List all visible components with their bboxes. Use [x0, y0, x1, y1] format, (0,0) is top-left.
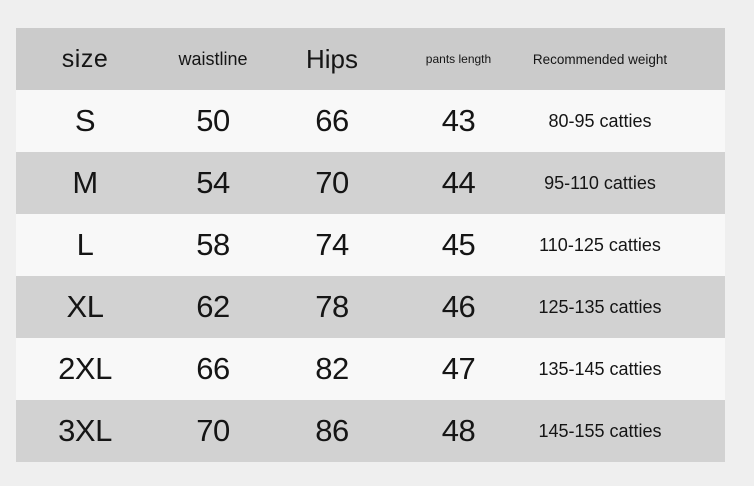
cell-hips: 66	[315, 103, 349, 138]
cell-size: M	[72, 165, 98, 200]
cell-size: 3XL	[58, 413, 112, 448]
table-row-3xl: 3XL 70 86 48 145-155 catties	[16, 400, 725, 462]
cell-weight: 110-125 catties	[539, 234, 661, 255]
column-header-hips: Hips	[305, 43, 358, 74]
cell-waistline: 66	[196, 351, 230, 386]
cell-size: XL	[66, 289, 104, 324]
cell-weight: 95-110 catties	[544, 172, 656, 193]
cell-hips: 70	[315, 165, 349, 200]
cell-weight: 135-145 catties	[538, 358, 662, 379]
cell-size: S	[74, 103, 96, 138]
cell-waistline: 62	[196, 289, 230, 324]
cell-waistline: 50	[196, 103, 230, 138]
cell-hips: 86	[315, 413, 349, 448]
cell-weight: 80-95 catties	[548, 110, 652, 131]
column-header-weight: Recommended weight	[532, 51, 668, 67]
cell-pants-length: 48	[441, 413, 476, 448]
table-row-2xl: 2XL 66 82 47 135-145 catties	[16, 338, 725, 400]
cell-hips: 78	[315, 289, 349, 324]
cell-weight: 125-135 catties	[538, 296, 662, 317]
cell-pants-length: 47	[441, 351, 476, 386]
cell-waistline: 70	[196, 413, 230, 448]
table-row-m: M 54 70 44 95-110 catties	[16, 152, 725, 214]
size-chart-table: size waistline Hips pants length Recomme…	[16, 28, 725, 462]
cell-size: L	[76, 227, 94, 262]
table-row-s: S 50 66 43 80-95 catties	[16, 90, 725, 152]
table-header-row: size waistline Hips pants length Recomme…	[16, 28, 725, 90]
cell-hips: 82	[315, 351, 349, 386]
cell-hips: 74	[315, 227, 349, 262]
cell-waistline: 54	[196, 165, 230, 200]
cell-pants-length: 46	[441, 289, 476, 324]
table-row-xl: XL 62 78 46 125-135 catties	[16, 276, 725, 338]
column-header-size: size	[61, 44, 109, 73]
cell-pants-length: 45	[441, 227, 476, 262]
cell-size: 2XL	[58, 351, 112, 386]
cell-pants-length: 43	[441, 103, 476, 138]
column-header-waistline: waistline	[178, 48, 248, 69]
cell-pants-length: 44	[441, 165, 476, 200]
cell-weight: 145-155 catties	[538, 420, 662, 441]
cell-waistline: 58	[196, 227, 230, 262]
column-header-pants-length: pants length	[425, 52, 492, 66]
table-row-l: L 58 74 45 110-125 catties	[16, 214, 725, 276]
